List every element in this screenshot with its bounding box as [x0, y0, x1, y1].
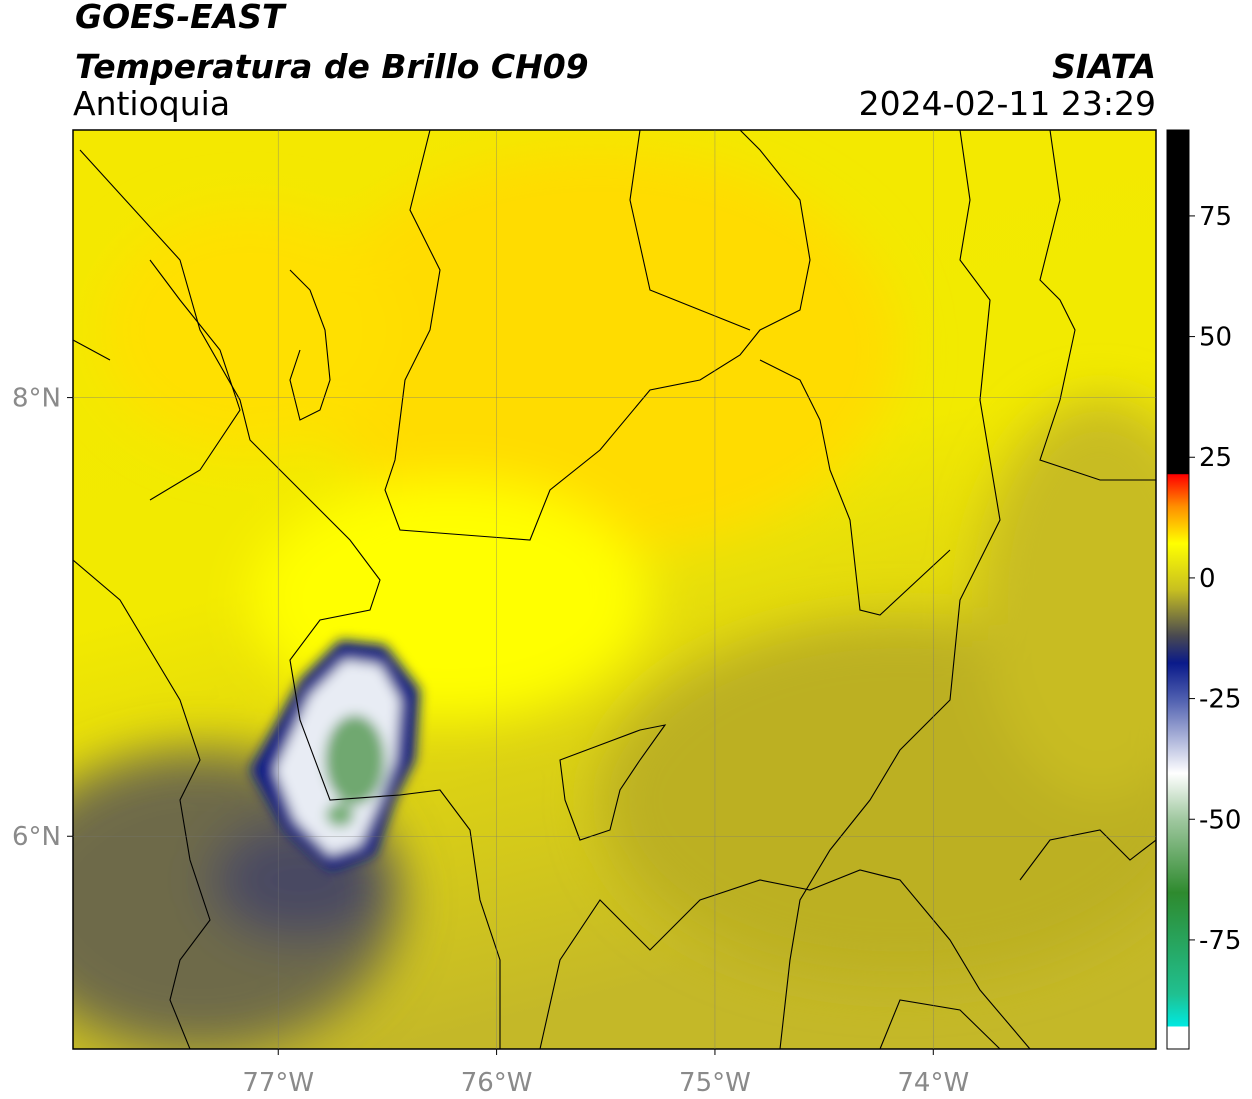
colorbar-tick-label: -75 [1199, 926, 1241, 956]
title: GOES-EAST [75, 0, 287, 36]
region: Antioquia [73, 84, 230, 123]
map-frame [72, 129, 1157, 1050]
source: SIATA [1052, 47, 1156, 86]
y-tick-label: 8°N [12, 384, 61, 414]
colorbar-tick-label: 25 [1199, 443, 1232, 473]
x-tick-label: 76°W [461, 1068, 533, 1098]
map-image [73, 130, 1156, 1049]
timestamp: 2024-02-11 23:29 [859, 84, 1156, 123]
colorbar-tick-label: 0 [1199, 564, 1216, 594]
x-tick-label: 75°W [679, 1068, 751, 1098]
subtitle: Temperatura de Brillo CH09 [75, 47, 589, 86]
colorbar-tick-label: 75 [1199, 202, 1232, 232]
y-tick-label: 6°N [12, 822, 61, 852]
colorbar-tick-label: -25 [1199, 685, 1241, 715]
x-tick-label: 77°W [242, 1068, 314, 1098]
colorbar-tick-label: -50 [1199, 805, 1241, 835]
colorbar-tick-label: 50 [1199, 323, 1232, 353]
colorbar [1166, 129, 1190, 1050]
x-tick-label: 74°W [897, 1068, 969, 1098]
